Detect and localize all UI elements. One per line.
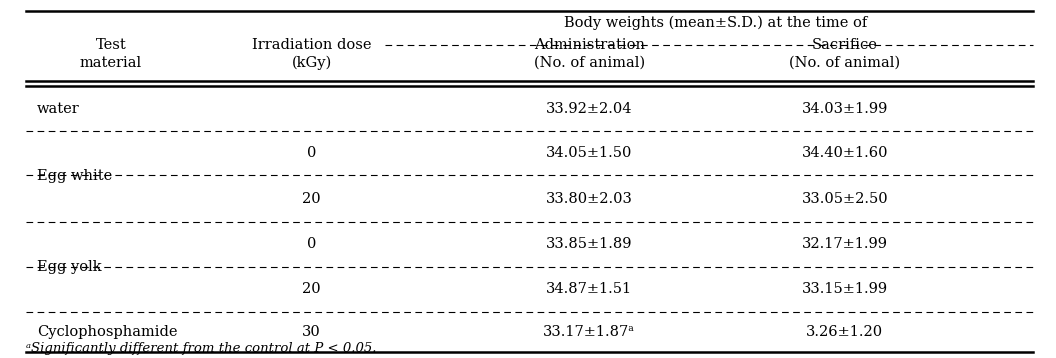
Text: 33.17±1.87ᵃ: 33.17±1.87ᵃ xyxy=(543,325,636,339)
Text: Egg yolk: Egg yolk xyxy=(37,260,101,274)
Text: Egg white: Egg white xyxy=(37,169,112,183)
Text: 0: 0 xyxy=(307,146,316,160)
Text: (No. of animal): (No. of animal) xyxy=(789,55,901,70)
Text: material: material xyxy=(80,55,142,70)
Text: 20: 20 xyxy=(302,192,321,206)
Text: Cyclophosphamide: Cyclophosphamide xyxy=(37,325,177,339)
Text: 34.05±1.50: 34.05±1.50 xyxy=(546,146,633,160)
Text: ᵃSignificantly different from the control at P < 0.05.: ᵃSignificantly different from the contro… xyxy=(26,342,377,355)
Text: 30: 30 xyxy=(302,325,321,339)
Text: 33.80±2.03: 33.80±2.03 xyxy=(546,192,633,206)
Text: (No. of animal): (No. of animal) xyxy=(533,55,645,70)
Text: 0: 0 xyxy=(307,237,316,251)
Text: 3.26±1.20: 3.26±1.20 xyxy=(806,325,884,339)
Text: 34.87±1.51: 34.87±1.51 xyxy=(546,282,633,296)
Text: 33.92±2.04: 33.92±2.04 xyxy=(546,102,633,116)
Text: 33.05±2.50: 33.05±2.50 xyxy=(802,192,888,206)
Text: 33.85±1.89: 33.85±1.89 xyxy=(546,237,633,251)
Text: 34.40±1.60: 34.40±1.60 xyxy=(802,146,888,160)
Text: Irradiation dose: Irradiation dose xyxy=(251,38,372,52)
Text: 34.03±1.99: 34.03±1.99 xyxy=(802,102,888,116)
Text: 32.17±1.99: 32.17±1.99 xyxy=(802,237,888,251)
Text: Sacrifice: Sacrifice xyxy=(812,38,878,52)
Text: Test: Test xyxy=(95,38,127,52)
Text: (kGy): (kGy) xyxy=(291,55,332,70)
Text: 20: 20 xyxy=(302,282,321,296)
Text: Body weights (mean±S.D.) at the time of: Body weights (mean±S.D.) at the time of xyxy=(564,16,868,30)
Text: 33.15±1.99: 33.15±1.99 xyxy=(802,282,888,296)
Text: water: water xyxy=(37,102,79,116)
Text: Administration: Administration xyxy=(533,38,645,52)
